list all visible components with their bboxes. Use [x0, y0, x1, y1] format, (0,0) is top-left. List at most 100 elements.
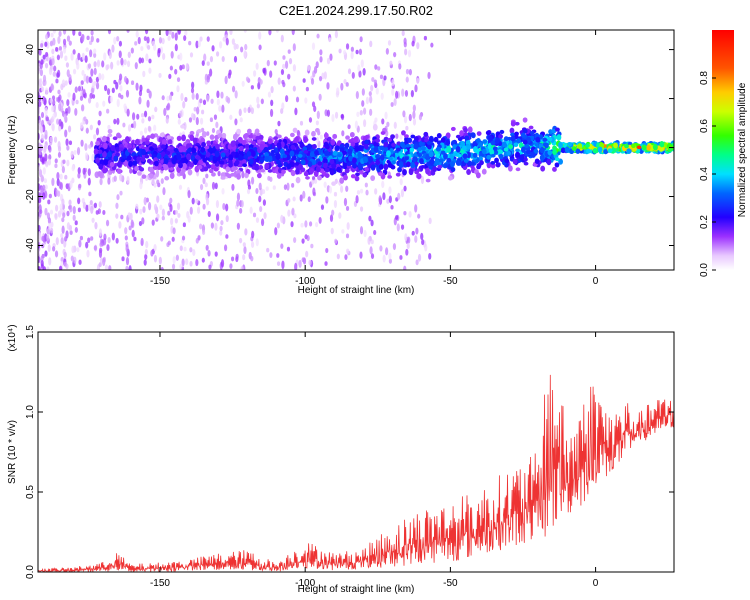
spectrogram-cell: [336, 166, 342, 173]
spectrogram-cell: [318, 216, 322, 224]
spectrogram-cell: [202, 99, 207, 106]
spectrogram-cell: [77, 167, 81, 175]
spectrogram-cell: [104, 84, 108, 92]
spectrogram-cell: [358, 70, 362, 78]
spectrogram-cell: [181, 145, 187, 153]
spectrogram-cell: [667, 148, 673, 152]
spectrogram-cell: [292, 127, 298, 133]
spectrogram-cell: [407, 137, 413, 143]
spectrogram-cell: [148, 90, 152, 99]
spectrogram-cell: [475, 149, 481, 155]
spectrogram-cell: [262, 199, 266, 206]
spectrogram-cell: [222, 36, 226, 42]
spectrogram-cell: [632, 147, 637, 152]
spectrogram-cell: [369, 95, 373, 104]
spectrogram-cell: [95, 157, 100, 164]
spectrogram-cell: [304, 234, 308, 240]
spectrogram-cell: [524, 143, 530, 148]
spectrogram-cell: [62, 212, 66, 218]
spectrogram-cell: [417, 253, 422, 262]
spectrogram-cell: [160, 178, 164, 185]
spectrogram-cell: [359, 188, 364, 194]
spectrogram-cell: [123, 160, 129, 167]
spectrogram-cell: [352, 157, 357, 164]
spectrogram-cell: [155, 169, 160, 178]
spectrogram-cell: [371, 77, 375, 82]
spectrogram-cell: [270, 149, 276, 154]
spectrogram-cell: [365, 189, 369, 196]
spectrogram-cell: [88, 191, 92, 197]
spectrogram-cell: [357, 163, 363, 170]
spectrogram-cell: [124, 76, 128, 83]
spectrogram-cell: [258, 165, 264, 170]
spectrogram-cell: [173, 148, 179, 152]
spectrogram-cell: [107, 236, 111, 244]
spectrogram-cell: [358, 169, 364, 175]
spectrogram-cell: [74, 227, 78, 233]
spectrogram-cell: [127, 124, 132, 132]
spectrogram-cell: [120, 214, 124, 220]
spectrogram-cell: [244, 132, 250, 138]
spectrogram-cell: [151, 219, 155, 226]
spectrogram-cell: [494, 157, 499, 164]
spectrogram-cell: [417, 152, 423, 158]
spectrogram-cell: [393, 52, 397, 58]
spectrogram-cell: [476, 164, 481, 170]
spectrogram-cell: [154, 106, 158, 113]
spectrogram-cell: [220, 259, 225, 268]
spectrogram-cell: [428, 217, 432, 225]
spectrogram-cell: [127, 143, 133, 150]
spectrogram-cell: [53, 65, 57, 72]
spectrogram-cell: [273, 60, 277, 66]
spectrogram-cell: [308, 221, 313, 227]
spectrogram-cell: [255, 217, 260, 223]
spectrogram-cell: [387, 137, 392, 142]
spectrogram-cell: [552, 149, 557, 156]
spectrogram-cell: [165, 30, 169, 37]
spectrogram-cell: [292, 64, 297, 72]
spectrogram-cell: [156, 153, 162, 159]
spectrogram-cell: [40, 86, 45, 92]
spectrogram-cell: [493, 150, 499, 155]
spectrogram-cell: [115, 152, 120, 157]
spectrogram-cell: [93, 134, 97, 140]
spectrogram-cell: [205, 197, 210, 206]
spectrogram-cell: [162, 187, 166, 196]
spectrogram-cell: [258, 134, 264, 140]
spectrogram-cell: [132, 112, 136, 121]
spectrogram-cell: [280, 69, 285, 75]
spectrogram-cell: [215, 121, 219, 129]
spectrogram-cell: [318, 93, 322, 101]
spectrogram-cell: [336, 87, 340, 94]
spectrogram-cell: [512, 158, 518, 165]
spectrogram-cell: [291, 30, 295, 36]
spectrogram-cell: [58, 30, 62, 37]
spectrogram-cell: [46, 234, 50, 242]
spectrogram-cell: [374, 117, 378, 123]
y-tick-label: 1.5: [25, 325, 36, 339]
spectrogram-cell: [396, 147, 401, 152]
spectrogram-cell: [395, 133, 399, 139]
spectrogram-cell: [276, 261, 281, 266]
spectrogram-cell: [186, 154, 191, 160]
spectrogram-cell: [161, 208, 165, 217]
spectrogram-cell: [368, 155, 374, 163]
spectrogram-cell: [68, 140, 73, 146]
spectrogram-cell: [119, 190, 123, 196]
spectrogram-cell: [122, 122, 126, 128]
spectrogram-cell: [299, 194, 303, 202]
spectrogram-cell: [38, 165, 41, 172]
spectrogram-cell: [201, 109, 205, 115]
spectrogram-cell: [410, 161, 416, 169]
spectrogram-cell: [49, 209, 54, 215]
spectrogram-cell: [333, 191, 338, 197]
spectrogram-cell: [39, 69, 44, 77]
spectrogram-cell: [118, 73, 123, 81]
spectrogram-cell: [355, 91, 359, 99]
spectrogram-cell: [40, 111, 45, 119]
spectrogram-cell: [297, 153, 303, 158]
spectrogram-cell: [90, 205, 94, 215]
spectrogram-cell: [464, 135, 470, 141]
spectrogram-cell: [224, 75, 228, 85]
